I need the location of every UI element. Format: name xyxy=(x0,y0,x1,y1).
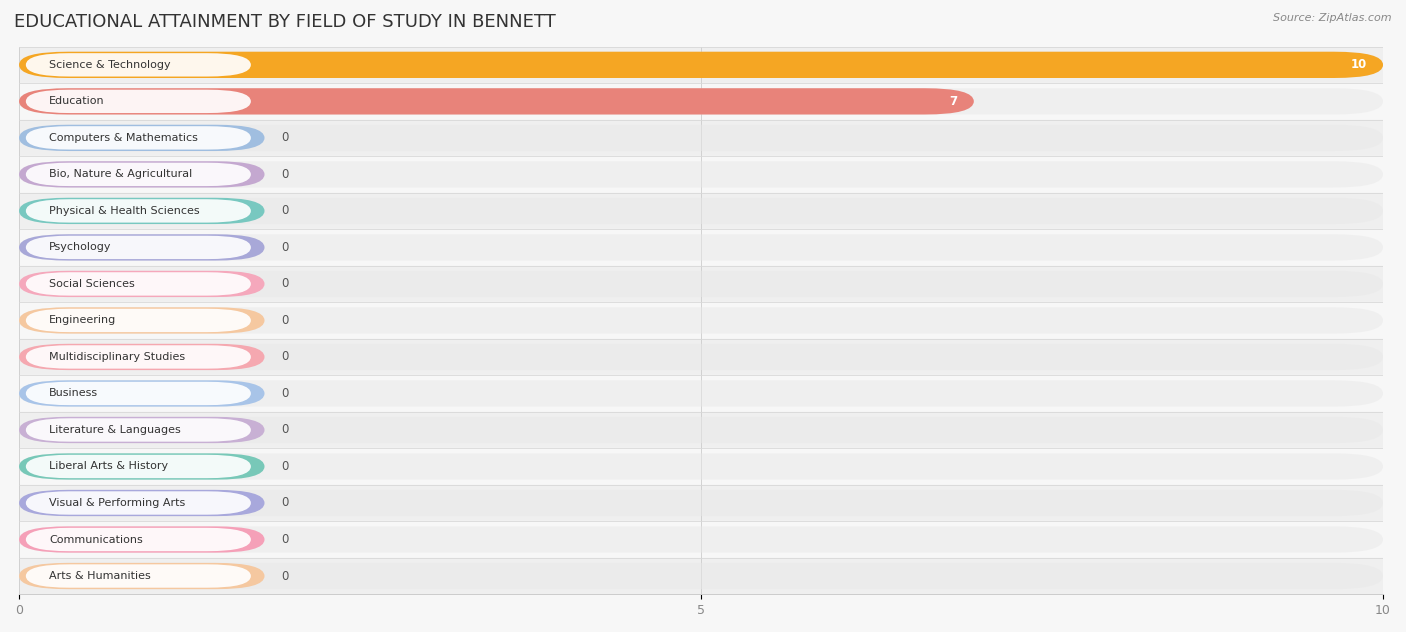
FancyBboxPatch shape xyxy=(20,125,264,151)
Text: 0: 0 xyxy=(281,387,288,400)
FancyBboxPatch shape xyxy=(20,125,1384,151)
Text: 0: 0 xyxy=(281,569,288,583)
FancyBboxPatch shape xyxy=(20,88,1384,114)
Text: Liberal Arts & History: Liberal Arts & History xyxy=(49,461,169,471)
Bar xyxy=(20,375,1384,411)
Text: Bio, Nature & Agricultural: Bio, Nature & Agricultural xyxy=(49,169,193,179)
FancyBboxPatch shape xyxy=(20,52,1384,78)
FancyBboxPatch shape xyxy=(25,53,250,76)
FancyBboxPatch shape xyxy=(25,382,250,405)
FancyBboxPatch shape xyxy=(25,199,250,222)
FancyBboxPatch shape xyxy=(25,236,250,259)
Text: 10: 10 xyxy=(1350,58,1367,71)
Text: 0: 0 xyxy=(281,277,288,291)
Text: Social Sciences: Social Sciences xyxy=(49,279,135,289)
Text: 7: 7 xyxy=(949,95,957,108)
FancyBboxPatch shape xyxy=(20,380,264,406)
FancyBboxPatch shape xyxy=(25,491,250,514)
FancyBboxPatch shape xyxy=(20,307,264,334)
Bar xyxy=(20,119,1384,156)
FancyBboxPatch shape xyxy=(20,270,264,297)
FancyBboxPatch shape xyxy=(20,490,264,516)
Text: 0: 0 xyxy=(281,131,288,144)
FancyBboxPatch shape xyxy=(20,563,264,589)
FancyBboxPatch shape xyxy=(20,198,264,224)
FancyBboxPatch shape xyxy=(20,234,1384,260)
Text: Multidisciplinary Studies: Multidisciplinary Studies xyxy=(49,352,186,362)
FancyBboxPatch shape xyxy=(20,270,1384,297)
Text: Source: ZipAtlas.com: Source: ZipAtlas.com xyxy=(1274,13,1392,23)
Text: Physical & Health Sciences: Physical & Health Sciences xyxy=(49,206,200,216)
Bar xyxy=(20,411,1384,448)
Bar xyxy=(20,302,1384,339)
Bar xyxy=(20,448,1384,485)
Bar xyxy=(20,229,1384,265)
FancyBboxPatch shape xyxy=(25,162,250,186)
Bar xyxy=(20,265,1384,302)
FancyBboxPatch shape xyxy=(20,161,264,188)
FancyBboxPatch shape xyxy=(25,126,250,150)
FancyBboxPatch shape xyxy=(25,564,250,588)
Text: 0: 0 xyxy=(281,204,288,217)
Text: Communications: Communications xyxy=(49,535,143,545)
FancyBboxPatch shape xyxy=(20,417,1384,443)
FancyBboxPatch shape xyxy=(25,455,250,478)
FancyBboxPatch shape xyxy=(25,309,250,332)
FancyBboxPatch shape xyxy=(20,526,1384,552)
FancyBboxPatch shape xyxy=(20,198,1384,224)
Bar xyxy=(20,558,1384,594)
Text: Literature & Languages: Literature & Languages xyxy=(49,425,181,435)
Text: 0: 0 xyxy=(281,168,288,181)
Text: Engineering: Engineering xyxy=(49,315,117,325)
Text: 0: 0 xyxy=(281,423,288,437)
FancyBboxPatch shape xyxy=(20,380,1384,406)
FancyBboxPatch shape xyxy=(20,490,1384,516)
FancyBboxPatch shape xyxy=(20,344,264,370)
Bar xyxy=(20,47,1384,83)
Text: Arts & Humanities: Arts & Humanities xyxy=(49,571,150,581)
FancyBboxPatch shape xyxy=(20,453,264,480)
FancyBboxPatch shape xyxy=(20,52,1384,78)
Text: 0: 0 xyxy=(281,497,288,509)
Text: 0: 0 xyxy=(281,460,288,473)
Text: Psychology: Psychology xyxy=(49,243,111,252)
FancyBboxPatch shape xyxy=(20,307,1384,334)
Text: Education: Education xyxy=(49,96,104,106)
FancyBboxPatch shape xyxy=(20,563,1384,589)
FancyBboxPatch shape xyxy=(25,528,250,551)
FancyBboxPatch shape xyxy=(20,234,264,260)
FancyBboxPatch shape xyxy=(25,418,250,442)
FancyBboxPatch shape xyxy=(25,90,250,113)
Bar xyxy=(20,485,1384,521)
Bar xyxy=(20,521,1384,558)
FancyBboxPatch shape xyxy=(20,417,264,443)
FancyBboxPatch shape xyxy=(20,526,264,552)
FancyBboxPatch shape xyxy=(20,88,974,114)
Text: Business: Business xyxy=(49,389,98,398)
FancyBboxPatch shape xyxy=(25,272,250,296)
FancyBboxPatch shape xyxy=(20,161,1384,188)
Text: Computers & Mathematics: Computers & Mathematics xyxy=(49,133,198,143)
Text: EDUCATIONAL ATTAINMENT BY FIELD OF STUDY IN BENNETT: EDUCATIONAL ATTAINMENT BY FIELD OF STUDY… xyxy=(14,13,555,30)
FancyBboxPatch shape xyxy=(20,344,1384,370)
Text: 0: 0 xyxy=(281,533,288,546)
Bar xyxy=(20,193,1384,229)
Bar xyxy=(20,339,1384,375)
Bar xyxy=(20,156,1384,193)
FancyBboxPatch shape xyxy=(20,453,1384,480)
Bar xyxy=(20,83,1384,119)
Text: 0: 0 xyxy=(281,351,288,363)
Text: Visual & Performing Arts: Visual & Performing Arts xyxy=(49,498,186,508)
FancyBboxPatch shape xyxy=(25,345,250,368)
Text: 0: 0 xyxy=(281,241,288,254)
Text: Science & Technology: Science & Technology xyxy=(49,60,170,70)
Text: 0: 0 xyxy=(281,314,288,327)
